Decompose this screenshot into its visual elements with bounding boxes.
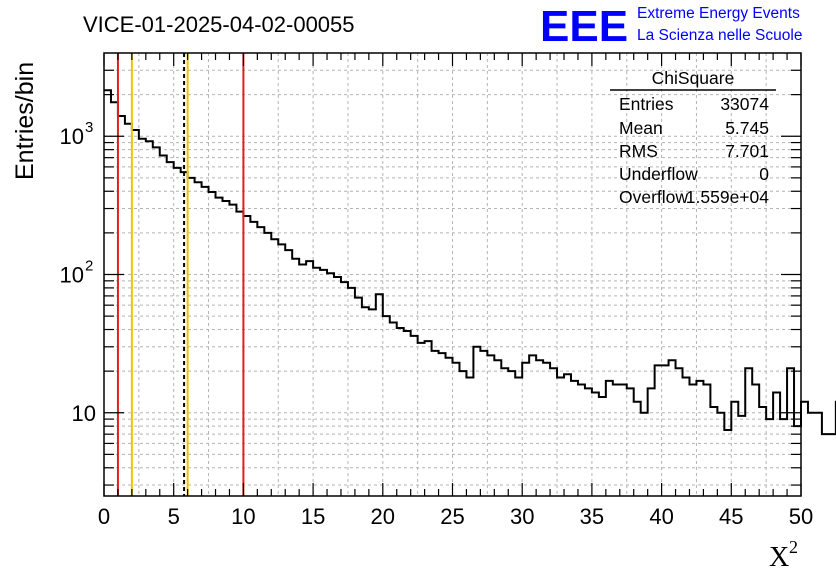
- x-tick-label: 0: [98, 504, 110, 529]
- y-tick-label: 10: [72, 401, 96, 426]
- eee-logo-text: EEE: [540, 2, 628, 51]
- stats-value-mean: 5.745: [725, 118, 769, 138]
- stats-value-overflow: 1.559e+04: [686, 187, 769, 207]
- x-tick-label: 30: [510, 504, 534, 529]
- x-tick-label: 20: [371, 504, 395, 529]
- y-tick-label: 10: [60, 263, 84, 288]
- eee-logo: EEE Extreme Energy Events La Scienza nel…: [540, 2, 802, 51]
- x-tick-label: 40: [649, 504, 673, 529]
- stats-label-underflow: Underflow: [619, 164, 698, 184]
- x-tick-label: 10: [231, 504, 255, 529]
- histogram-series: [104, 89, 836, 436]
- stats-box: ChiSquare Entries 33074 Mean 5.745 RMS 7…: [610, 68, 776, 207]
- histogram-outline: [104, 89, 836, 436]
- stats-value-underflow: 0: [759, 164, 769, 184]
- x-tick-label: 50: [789, 504, 813, 529]
- x-axis-label: X 2: [769, 537, 798, 572]
- y-tick-exponent: 3: [85, 119, 93, 136]
- x-tick-label: 25: [440, 504, 464, 529]
- chart-title: VICE-01-2025-04-02-00055: [83, 12, 355, 37]
- stats-label-overflow: Overflow: [619, 187, 688, 207]
- x-axis-label-superscript: 2: [789, 537, 798, 557]
- y-axis-label: Entries/bin: [11, 62, 39, 180]
- stats-value-rms: 7.701: [725, 141, 769, 161]
- x-tick-label: 5: [168, 504, 180, 529]
- x-axis-label-main: X: [769, 542, 789, 572]
- plot-axes: [103, 52, 802, 497]
- stats-label-mean: Mean: [619, 118, 663, 138]
- y-tick-exponent: 2: [85, 258, 93, 275]
- stats-label-rms: RMS: [619, 141, 658, 161]
- x-tick-label: 15: [301, 504, 325, 529]
- stats-label-entries: Entries: [619, 94, 674, 114]
- x-tick-labels: 0 5 10 15 20 25 30 35 40 45 50: [98, 504, 813, 529]
- plot-grid: [104, 53, 801, 496]
- x-tick-label: 35: [580, 504, 604, 529]
- x-tick-label: 45: [719, 504, 743, 529]
- brand-line-2: La Scienza nelle Scuole: [637, 27, 802, 44]
- y-tick-label: 10: [60, 124, 84, 149]
- stats-box-title: ChiSquare: [652, 68, 735, 88]
- brand-line-1: Extreme Energy Events: [637, 5, 800, 22]
- stats-value-entries: 33074: [720, 94, 769, 114]
